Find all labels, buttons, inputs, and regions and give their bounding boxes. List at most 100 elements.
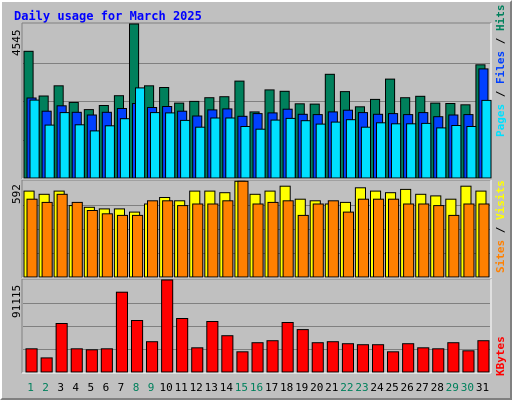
x-tick-label-1: 1 [27,381,34,394]
x-tick-label-28: 28 [431,381,444,394]
bar-pages-day-16 [255,128,266,179]
x-tick-label-31: 31 [476,381,489,394]
x-tick-label-11: 11 [175,381,188,394]
svg-text:Sites / Visits: Sites / Visits [494,180,507,273]
x-tick-label-5: 5 [87,381,94,394]
x-tick-label-9: 9 [148,381,155,394]
bar-kbytes-day-4 [70,348,83,373]
bar-kbytes-day-13 [206,321,219,373]
bar-pages-day-3 [59,112,70,179]
bar-kbytes-day-3 [55,323,68,373]
bar-sites-day-28 [433,205,445,278]
legend-sites: Sites [494,240,507,273]
bar-kbytes-day-6 [100,348,113,373]
bar-pages-day-24 [376,122,387,179]
bar-pages-day-6 [104,125,115,179]
bar-pages-day-18 [285,117,296,179]
bar-pages-day-29 [451,125,462,179]
bar-kbytes-day-14 [221,335,234,373]
bar-sites-day-24 [373,198,385,278]
bar-kbytes-day-21 [326,341,339,373]
bar-sites-day-17 [267,201,279,278]
bar-pages-day-13 [210,117,221,179]
bar-kbytes-day-29 [447,342,460,373]
legend-panel-2: Sites / Visits [494,180,507,273]
bar-kbytes-day-5 [85,349,98,373]
x-tick-label-26: 26 [400,381,413,394]
bar-pages-day-30 [466,126,477,179]
bar-kbytes-day-27 [417,347,430,373]
bar-sites-day-27 [418,203,430,278]
bar-sites-day-13 [207,203,219,278]
legend-panel-1: Pages / Files / Hits [494,5,507,138]
x-tick-label-21: 21 [325,381,338,394]
bar-pages-day-15 [240,126,251,179]
bar-kbytes-day-1 [25,348,38,373]
bar-kbytes-day-12 [191,347,204,373]
x-tick-label-18: 18 [280,381,293,394]
bar-kbytes-day-24 [372,344,385,373]
x-tick-label-17: 17 [265,381,278,394]
bar-sites-day-18 [282,200,294,278]
bar-kbytes-day-7 [115,291,129,373]
bar-kbytes-day-30 [462,350,475,373]
bar-sites-day-16 [252,203,264,278]
bar-pages-day-7 [119,118,131,179]
x-tick-label-4: 4 [72,381,79,394]
bar-pages-day-12 [195,126,206,179]
x-tick-label-8: 8 [133,381,140,394]
bar-sites-day-20 [312,203,324,278]
bar-kbytes-day-25 [387,351,400,373]
x-tick-label-19: 19 [295,381,308,394]
bar-sites-day-8 [132,214,144,278]
bar-sites-day-9 [147,200,159,278]
legend-separator: / [494,84,507,104]
bar-kbytes-day-28 [432,348,445,373]
bar-kbytes-day-18 [281,322,294,373]
bar-pages-day-5 [89,130,100,179]
x-tick-label-15: 15 [235,381,248,394]
x-tick-label-27: 27 [416,381,429,394]
bar-pages-day-28 [436,127,447,179]
x-tick-label-22: 22 [340,381,353,394]
x-axis-labels: 1 2 3 4 5 6 7 8 9 10 11 12 13 14 15 16 17 18 19 20 21 22 23 24 2… [27,381,489,394]
bar-pages-day-25 [391,123,402,179]
bar-kbytes-day-16 [251,342,264,373]
bar-pages-day-19 [300,120,311,179]
legend-hits: Hits [494,5,507,32]
bar-kbytes-day-20 [311,342,324,373]
legend-files: Files [494,51,507,84]
bar-pages-day-21 [330,121,341,179]
x-tick-label-25: 25 [385,381,398,394]
bar-pages-day-31 [481,99,492,179]
x-tick-label-12: 12 [190,381,203,394]
chart-title: Daily usage for March 2025 [14,9,202,23]
bar-sites-day-11 [177,205,189,278]
bar-sites-day-3 [56,193,68,278]
bar-kbytes-day-9 [146,341,159,373]
x-tick-label-30: 30 [461,381,474,394]
legend-pages: Pages [494,104,507,137]
bar-pages-day-17 [270,119,281,179]
bar-sites-day-4 [71,201,83,278]
svg-text:KBytes: KBytes [494,336,507,376]
x-tick-label-13: 13 [205,381,218,394]
bar-sites-day-1 [26,198,38,278]
bar-sites-day-30 [463,203,475,278]
x-tick-label-7: 7 [118,381,125,394]
bar-kbytes-day-11 [176,318,189,373]
legend-separator: / [494,220,507,240]
bar-sites-day-31 [478,203,490,278]
bar-pages-day-9 [150,112,161,179]
bar-sites-day-29 [448,214,460,278]
bar-sites-day-22 [342,211,354,278]
bar-sites-day-10 [162,200,174,278]
bar-kbytes-day-19 [296,329,309,373]
bar-pages-day-4 [74,124,85,179]
bar-pages-day-26 [406,123,417,179]
panel-3-max-label: 91115 [10,285,23,318]
legend-panel-3: KBytes [494,336,507,376]
bar-sites-day-7 [116,214,129,278]
bar-sites-day-21 [327,200,339,278]
x-tick-label-16: 16 [250,381,263,394]
